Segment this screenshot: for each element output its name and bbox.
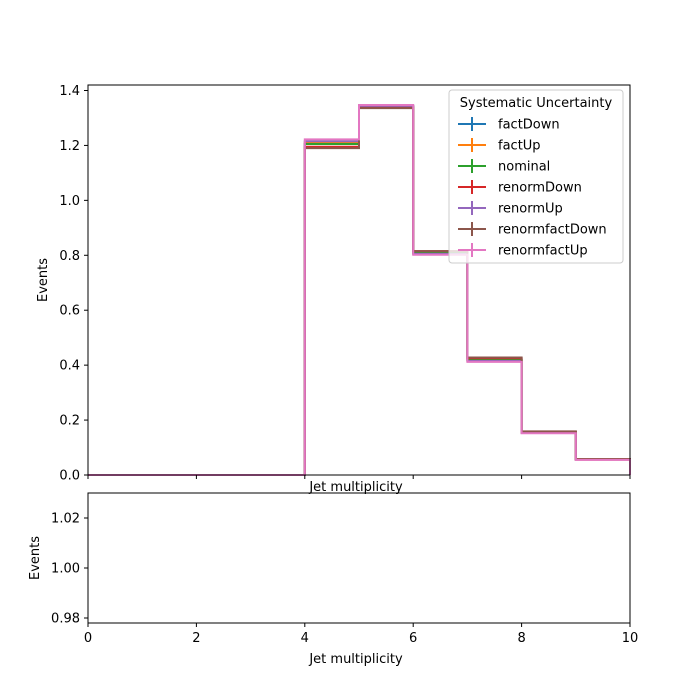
legend-title: Systematic Uncertainty xyxy=(460,96,613,111)
main-y-tick-label: 0.6 xyxy=(59,304,80,319)
main-y-tick-label: 0.8 xyxy=(59,249,80,264)
legend-item-nominal: nominal xyxy=(458,159,550,175)
main-y-tick-label: 1.0 xyxy=(59,194,80,209)
main-x-axis-label: Jet multiplicity xyxy=(308,480,403,495)
legend-items: factDown factUp nominal renormDown renormUp r… xyxy=(458,117,607,259)
legend-box xyxy=(448,89,624,264)
ratio-y-tick-label: 1.00 xyxy=(51,562,80,577)
legend-item-renormfactUp: renormfactUp xyxy=(458,243,588,259)
legend-label: factUp xyxy=(498,139,541,154)
legend-item-factUp: factUp xyxy=(458,138,541,154)
main-x-axis-ticks xyxy=(87,475,631,479)
legend-item-renormDown: renormDown xyxy=(458,180,582,196)
ratio-x-tick-label: 4 xyxy=(301,631,309,646)
ratio-y-axis-ticks: 0.98 1.00 1.02 xyxy=(51,512,88,627)
main-plot-frame xyxy=(87,84,631,476)
main-y-tick-label: 1.4 xyxy=(59,84,80,99)
ratio-plot-frame xyxy=(87,492,631,624)
legend-label: renormfactDown xyxy=(498,223,607,238)
legend-item-renormUp: renormUp xyxy=(458,201,563,217)
main-y-tick-label: 0.2 xyxy=(59,414,80,429)
ratio-y-tick-label: 0.98 xyxy=(51,612,80,627)
ratio-x-tick-label: 8 xyxy=(517,631,525,646)
main-y-axis-label: Events xyxy=(36,258,51,302)
legend-label: nominal xyxy=(498,160,550,175)
ratio-x-tick-label: 2 xyxy=(192,631,200,646)
ratio-x-tick-label: 0 xyxy=(84,631,92,646)
legend: Systematic Uncertainty factDown factUp nom… xyxy=(448,89,624,264)
main-y-tick-label: 0.0 xyxy=(59,469,80,484)
main-y-tick-label: 1.2 xyxy=(59,139,80,154)
ratio-x-tick-label: 6 xyxy=(409,631,417,646)
main-y-tick-label: 0.4 xyxy=(59,359,80,374)
legend-item-renormfactDown: renormfactDown xyxy=(458,222,607,238)
legend-label: renormfactUp xyxy=(498,244,588,259)
ratio-x-tick-label: 10 xyxy=(622,631,639,646)
ratio-y-axis-label: Events xyxy=(28,536,43,580)
ratio-x-axis-ticks: 0 2 4 6 8 10 xyxy=(84,623,638,646)
ratio-panel: 0.98 1.00 1.02 0 2 4 6 8 10 Jet multiplicity Ev… xyxy=(28,492,638,667)
legend-item-factDown: factDown xyxy=(458,117,560,133)
legend-label: renormUp xyxy=(498,202,563,217)
main-histogram-panel: 0.0 0.2 0.4 0.6 0.8 1.0 1.2 1.4 Jet multiplicit… xyxy=(36,84,631,495)
legend-label: factDown xyxy=(498,118,560,133)
ratio-x-axis-label: Jet multiplicity xyxy=(308,652,403,667)
main-y-axis-ticks: 0.0 0.2 0.4 0.6 0.8 1.0 1.2 1.4 xyxy=(59,84,88,484)
legend-label: renormDown xyxy=(498,181,582,196)
ratio-y-tick-label: 1.02 xyxy=(51,512,80,527)
